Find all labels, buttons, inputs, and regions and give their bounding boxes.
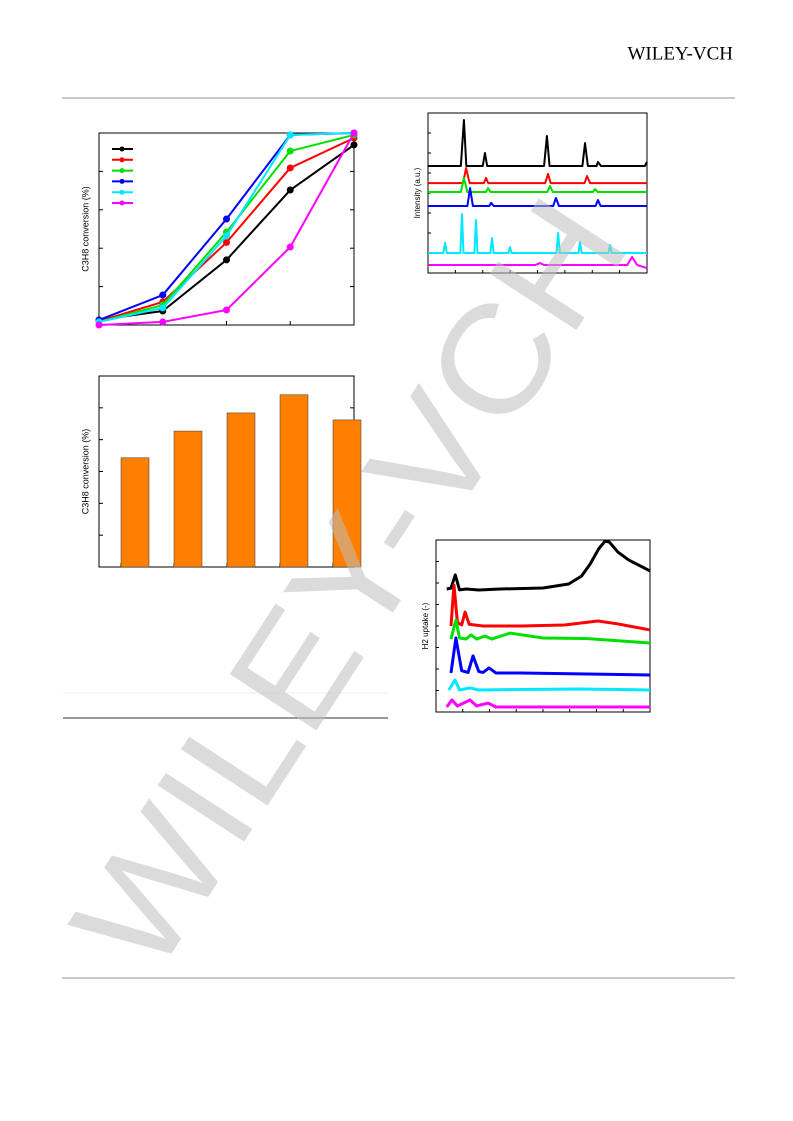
marker: [286, 131, 294, 139]
legend-marker: [119, 189, 125, 195]
series-line: [98, 132, 355, 321]
y-axis-label: C3H8 conversion (%): [80, 186, 90, 272]
marker: [223, 256, 230, 264]
y-axis-label: Intensity (a.u.): [413, 167, 422, 218]
marker: [223, 238, 230, 246]
series-line: [449, 636, 651, 677]
series-line: [449, 618, 651, 645]
marker: [286, 186, 294, 194]
series-line: [446, 539, 651, 592]
bar: [226, 412, 256, 568]
bar: [332, 419, 362, 568]
bar: [120, 457, 150, 568]
legend-marker: [119, 200, 125, 206]
legend-marker: [119, 178, 125, 184]
legend-marker: [119, 157, 125, 163]
marker: [159, 304, 167, 312]
series-line: [98, 133, 355, 323]
marker: [223, 232, 230, 240]
series-line: [428, 119, 648, 167]
legend-marker: [119, 146, 125, 152]
marker: [95, 321, 103, 329]
marker: [223, 306, 230, 314]
brand: WILEY-VCH: [627, 43, 733, 64]
marker: [159, 291, 167, 299]
legend-marker: [119, 168, 125, 174]
bar: [173, 430, 203, 568]
series-line: [98, 132, 355, 323]
series-line: [428, 176, 647, 194]
bar: [279, 394, 309, 568]
series-line: [445, 698, 650, 709]
marker: [286, 164, 294, 172]
series-line: [428, 187, 647, 207]
series-line: [428, 256, 648, 269]
y-axis-label: C3H8 conversion (%): [80, 429, 90, 515]
marker: [286, 243, 294, 251]
charts: C3H8 conversion (%) C3H8 conversion (%) In…: [80, 112, 651, 713]
marker: [223, 215, 230, 223]
series-line: [449, 583, 651, 632]
marker: [350, 129, 358, 137]
marker: [350, 141, 358, 149]
y-axis-label: H2 uptake (-): [421, 602, 430, 649]
series-line: [428, 167, 647, 185]
marker: [159, 318, 167, 326]
series-line: [428, 212, 647, 254]
marker: [286, 147, 294, 155]
series-line: [447, 678, 651, 692]
